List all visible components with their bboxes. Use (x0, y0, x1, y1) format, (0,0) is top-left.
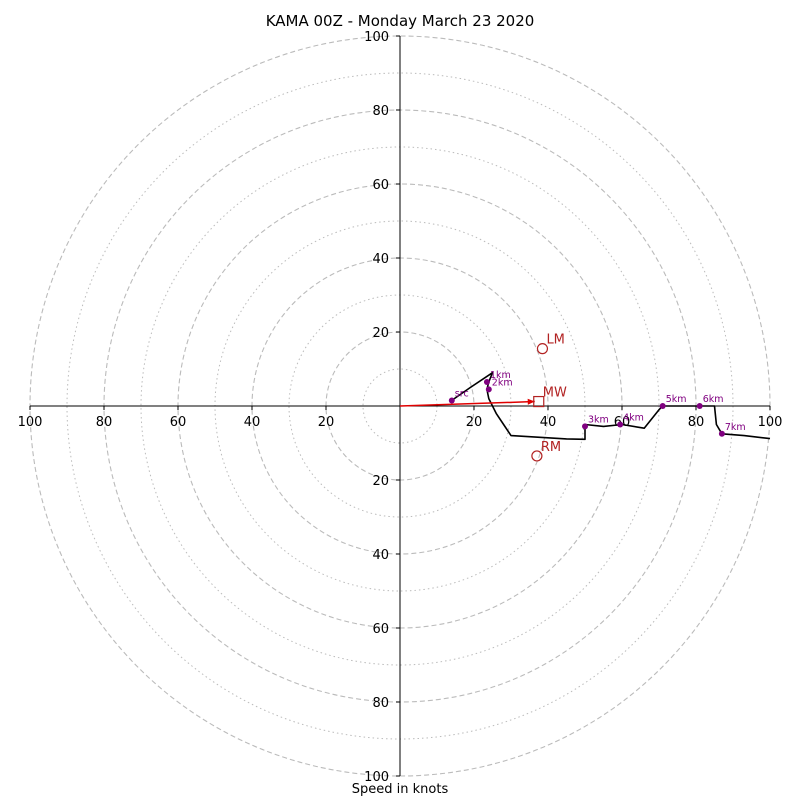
height-marker (696, 403, 703, 409)
mean-wind-arrow (399, 400, 535, 407)
x-tick-label: 100 (18, 415, 43, 430)
x-tick-label: 80 (688, 415, 705, 430)
height-marker (448, 397, 455, 404)
height-marker-label: 1km (490, 370, 511, 381)
storm-motion-label: LM (546, 333, 564, 348)
hodograph-series (399, 371, 771, 441)
storm-motion-marker (531, 450, 543, 462)
height-marker-label: 7km (725, 422, 746, 433)
y-tick-label: 60 (372, 622, 389, 637)
mean-wind-marker (533, 395, 545, 408)
height-marker-label: 6km (703, 394, 724, 405)
y-tick-label: 100 (364, 30, 389, 45)
storm-motion-marker (536, 343, 549, 355)
height-marker (718, 430, 725, 437)
storm-motion-markers: LM MW RM (531, 333, 567, 462)
y-tick-label: 100 (364, 770, 389, 785)
height-marker-label: 3km (588, 414, 609, 425)
y-tick-label: 40 (372, 548, 389, 563)
x-tick-label: 20 (318, 415, 335, 430)
height-marker (483, 378, 490, 385)
tick-labels: 1008060402020406080100100806040202040608… (18, 30, 783, 785)
height-marker (485, 386, 492, 393)
chart-title: KAMA 00Z - Monday March 23 2020 (265, 12, 535, 30)
height-marker-label: 2km (492, 377, 513, 388)
y-tick-label: 20 (372, 326, 389, 341)
height-marker (582, 423, 588, 430)
mean-wind-arrowhead (527, 398, 535, 405)
x-tick-label: 20 (466, 415, 483, 430)
height-marker-label: 4km (623, 413, 644, 424)
x-axis-label: Speed in knots (351, 782, 449, 797)
y-tick-label: 80 (372, 696, 389, 711)
x-tick-label: 40 (244, 415, 261, 430)
height-marker (659, 403, 666, 409)
height-marker-label: 5km (666, 394, 687, 405)
storm-motion-label: RM (541, 440, 561, 455)
x-tick-label: 60 (170, 415, 187, 430)
storm-motion-label: MW (543, 386, 567, 401)
y-tick-label: 60 (372, 178, 389, 193)
x-tick-label: 40 (540, 415, 557, 430)
height-marker-label: src (455, 388, 469, 399)
x-tick-label: 100 (758, 415, 783, 430)
y-tick-label: 20 (372, 474, 389, 489)
x-tick-label: 80 (96, 415, 113, 430)
y-tick-label: 40 (372, 252, 389, 267)
y-tick-label: 80 (372, 104, 389, 119)
height-marker (617, 421, 624, 428)
hodograph-line (451, 371, 771, 441)
